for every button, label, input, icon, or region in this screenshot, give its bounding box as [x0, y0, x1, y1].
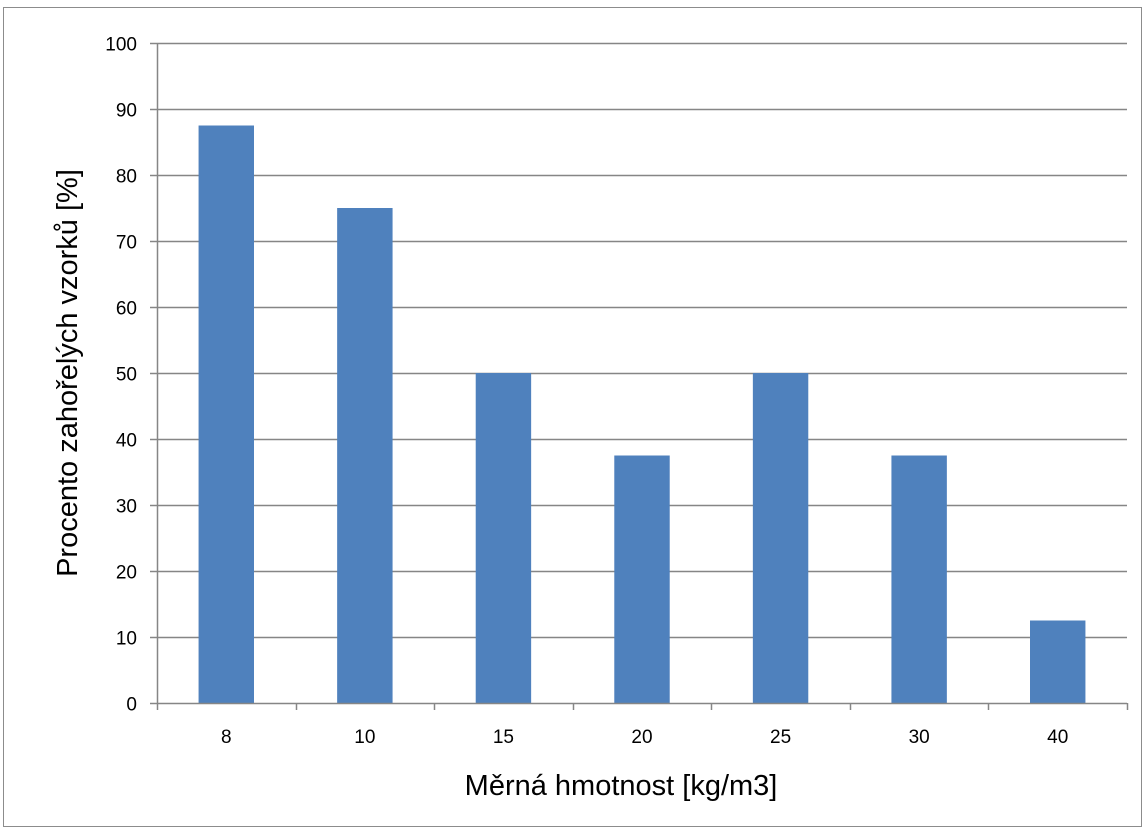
y-tick-label-0: 0 [126, 695, 137, 716]
y-tick-label-30: 30 [116, 497, 137, 518]
y-tick-label-60: 60 [116, 299, 137, 320]
x-tick-label-40: 40 [1047, 727, 1068, 748]
y-tick-label-40: 40 [116, 431, 137, 452]
bar-8 [198, 125, 254, 703]
y-axis-title: Procento zahořelých vzorků [%] [52, 169, 84, 577]
bar-40 [1030, 620, 1086, 703]
y-tick-label-90: 90 [116, 101, 137, 122]
bar-15 [475, 373, 532, 703]
y-tick-label-20: 20 [116, 563, 137, 584]
x-tick-label-30: 30 [909, 727, 930, 748]
bar-30 [891, 455, 947, 703]
x-axis-title: Měrná hmotnost [kg/m3] [465, 770, 778, 802]
bars [198, 125, 1086, 703]
chart-frame [3, 7, 1142, 827]
y-tick-labels: 0 10 20 30 40 50 60 70 80 90 100 [105, 35, 137, 716]
x-tick-label-10: 10 [354, 727, 375, 748]
x-tick-label-25: 25 [770, 727, 791, 748]
gridlines [157, 42, 1127, 639]
x-tick-label-15: 15 [493, 727, 514, 748]
x-tick-labels: 8 10 15 20 25 30 40 [221, 727, 1068, 748]
y-tick-label-50: 50 [116, 365, 137, 386]
axes [150, 42, 1129, 710]
bar-25 [752, 373, 809, 703]
x-tick-label-20: 20 [631, 727, 652, 748]
y-tick-label-80: 80 [116, 167, 137, 188]
y-tick-label-10: 10 [116, 629, 137, 650]
y-tick-label-70: 70 [116, 233, 137, 254]
bar-10 [337, 208, 393, 703]
y-tick-label-100: 100 [105, 35, 137, 56]
bar-20 [614, 455, 670, 703]
x-tick-label-8: 8 [221, 727, 232, 748]
